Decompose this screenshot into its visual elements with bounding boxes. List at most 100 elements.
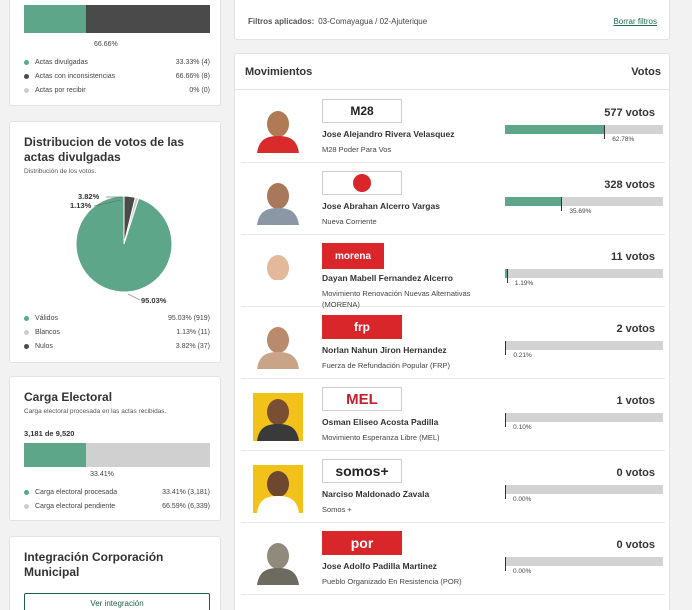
pie-label-blancos: 1.13% bbox=[70, 201, 92, 210]
legend-dot bbox=[24, 343, 29, 349]
movimiento-row: morena Dayan Mabell Fernandez Alcerro Movi… bbox=[241, 235, 665, 309]
actas-bar bbox=[24, 5, 210, 33]
ver-integracion-button[interactable]: Ver integración bbox=[24, 593, 210, 610]
vote-count: 0 votos bbox=[616, 539, 655, 551]
vote-bar-fill bbox=[505, 269, 507, 278]
carga-subtitle: Carga electoral procesada en las actas r… bbox=[24, 408, 167, 415]
legend-label: Válidos bbox=[35, 314, 58, 322]
person-icon bbox=[257, 111, 299, 153]
legend-item: Actas divulgadas 33.33% (4) bbox=[24, 57, 210, 67]
movimientos-card: Movimientos Votos M28 Jose Alejandro Rive… bbox=[234, 53, 670, 610]
legend-value: 95.03% (919) bbox=[167, 314, 210, 322]
applied-filters: Filtros aplicados: 03-Comayagua / 02-Ajut… bbox=[248, 17, 427, 26]
actas-bar-label: 66.66% bbox=[93, 41, 118, 48]
movimiento-row: M28 Jose Alejandro Rivera Velasquez M28 Po… bbox=[241, 91, 665, 163]
party-logo-nc-icon bbox=[353, 174, 371, 192]
vote-count: 328 votos bbox=[604, 179, 655, 191]
person-icon bbox=[257, 543, 299, 585]
integracion-card: Integración Corporación Municipal Ver in… bbox=[9, 536, 221, 610]
votes-pie-chart: 3.82%1.13% 95.03% bbox=[70, 192, 173, 305]
pie-label-nulos: 3.82% bbox=[78, 192, 100, 201]
vote-count: 1 votos bbox=[616, 395, 655, 407]
legend-label: Nulos bbox=[35, 342, 53, 350]
party-logo-text: frp bbox=[354, 320, 370, 334]
distribution-title: Distribucion de votos de las actas divul… bbox=[24, 135, 185, 164]
legend-label: Actas por recibir bbox=[35, 86, 86, 94]
vote-bar bbox=[505, 197, 663, 211]
movimiento-row: frp Norlan Nahun Jiron Hernandez Fuerza de… bbox=[241, 307, 665, 379]
legend-value: 1.13% (11) bbox=[176, 328, 210, 336]
person-icon bbox=[257, 327, 299, 369]
legend-label: Blancos bbox=[35, 328, 60, 336]
carga-bar-label: 33.41% bbox=[90, 471, 114, 478]
legend-dot bbox=[24, 73, 29, 79]
applied-filters-label: Filtros aplicados: bbox=[248, 17, 315, 26]
legend-dot bbox=[24, 329, 29, 335]
legend-item: Actas con inconsistencias 66.66% (8) bbox=[24, 71, 210, 81]
clear-filters-link[interactable]: Borrar filtros bbox=[613, 17, 657, 26]
candidate-name: Osman Eliseo Acosta Padilla bbox=[322, 417, 439, 427]
legend-item: Carga electoral procesada 33.41% (3,181) bbox=[24, 487, 210, 497]
party-name: Somos + bbox=[322, 505, 352, 514]
party-name: M28 Poder Para Vos bbox=[322, 145, 392, 154]
legend-item: Actas por recibir 0% (0) bbox=[24, 85, 210, 95]
carga-title: Carga Electoral bbox=[24, 390, 113, 404]
candidate-photo bbox=[253, 537, 303, 585]
legend-label: Actas divulgadas bbox=[35, 58, 88, 66]
vote-percentage: 35.69% bbox=[569, 208, 592, 215]
candidate-photo bbox=[253, 321, 303, 369]
movimientos-title: Movimientos bbox=[245, 66, 313, 78]
candidate-name: Jose Abrahan Alcerro Vargas bbox=[322, 201, 440, 211]
vote-bar-tick bbox=[505, 557, 506, 571]
vote-count: 11 votos bbox=[610, 251, 655, 263]
party-name: Movimiento Esperanza Libre (MEL) bbox=[322, 433, 440, 442]
pie-label-line bbox=[127, 293, 141, 301]
vote-percentage: 62.78% bbox=[612, 136, 635, 143]
carga-bar bbox=[24, 443, 210, 467]
vote-bar-tick bbox=[505, 485, 506, 499]
legend-dot bbox=[24, 489, 29, 495]
candidate-photo bbox=[253, 249, 303, 297]
vote-count: 0 votos bbox=[616, 467, 655, 479]
person-icon bbox=[257, 183, 299, 225]
carga-electoral-card: Carga Electoral Carga electoral procesad… bbox=[9, 376, 221, 521]
vote-percentage: 0.10% bbox=[513, 424, 532, 431]
legend-dot bbox=[24, 503, 29, 509]
candidate-name: Jose Adolfo Padilla Martinez bbox=[322, 561, 437, 571]
distribution-subtitle: Distribución de los votos. bbox=[24, 168, 97, 175]
actas-bar-divulgadas bbox=[24, 5, 86, 33]
filter-card: Filtros aplicados: 03-Comayagua / 02-Ajut… bbox=[234, 0, 670, 40]
candidate-photo bbox=[253, 177, 303, 225]
legend-value: 66.59% (6,339) bbox=[162, 502, 210, 510]
party-logo-text: por bbox=[350, 535, 374, 551]
votos-header: Votos bbox=[631, 66, 661, 78]
candidate-photo bbox=[253, 465, 303, 513]
party-logo bbox=[322, 171, 402, 195]
legend-value: 66.66% (8) bbox=[175, 72, 210, 80]
movimiento-row: somos+ Narciso Maldonado Zavala Somos + 0 v… bbox=[241, 451, 665, 523]
party-logo-text: morena bbox=[334, 250, 372, 262]
party-logo: M28 bbox=[322, 99, 402, 123]
actas-status-card: 66.66% Actas divulgadas 33.33% (4) Actas c… bbox=[9, 0, 221, 106]
actas-bar-inconsistencias bbox=[85, 5, 210, 33]
vote-bar bbox=[505, 413, 663, 427]
vote-bar-tick bbox=[506, 269, 508, 283]
carga-bar-procesada bbox=[24, 443, 87, 467]
movimiento-row: Jose Abrahan Alcerro Vargas Nueva Corrien… bbox=[241, 163, 665, 235]
legend-label: Actas con inconsistencias bbox=[35, 72, 116, 80]
candidate-photo bbox=[253, 393, 303, 441]
party-logo-text: MEL bbox=[346, 390, 378, 408]
vote-bar bbox=[505, 485, 663, 499]
legend-label: Carga electoral pendiente bbox=[35, 502, 116, 510]
candidate-name: Narciso Maldonado Zavala bbox=[322, 489, 430, 499]
party-name: Nueva Corriente bbox=[322, 217, 377, 226]
legend-value: 0% (0) bbox=[189, 86, 210, 94]
party-name: Movimiento Renovación Nuevas Alternativa… bbox=[322, 289, 471, 309]
legend-item: Nulos 3.82% (37) bbox=[24, 341, 210, 351]
vote-bar-fill bbox=[505, 197, 562, 206]
person-icon bbox=[257, 255, 299, 297]
vote-percentage: 0.21% bbox=[513, 352, 532, 359]
integracion-title: Integración Corporación Municipal bbox=[24, 550, 164, 579]
legend-dot bbox=[24, 87, 29, 93]
vote-percentage: 0.00% bbox=[513, 568, 532, 575]
